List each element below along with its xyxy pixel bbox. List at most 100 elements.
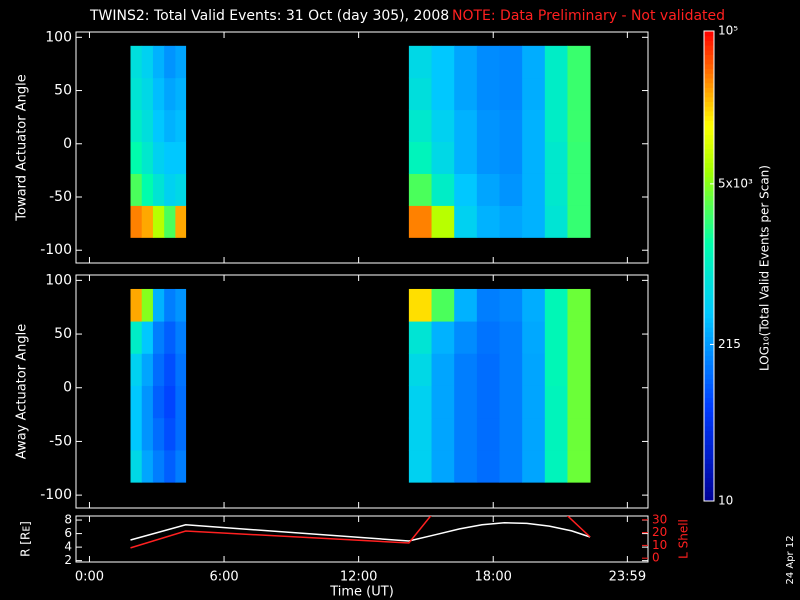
y-tick-label: -50 (49, 189, 72, 205)
heatmap-cell (164, 205, 176, 238)
heatmap-cell (408, 45, 432, 79)
plot-frame (75, 274, 649, 509)
heatmap-cell (522, 45, 546, 79)
heatmap-cell (152, 288, 165, 322)
colorbar-step (704, 157, 714, 164)
y-tick-label: 50 (54, 83, 72, 99)
heatmap-cell (408, 288, 432, 322)
colorbar-step (704, 209, 714, 215)
heatmap-cell (431, 45, 455, 79)
y-tick-label: -100 (40, 487, 72, 503)
y-tick-label: 4 (64, 540, 72, 554)
heatmap-cell (499, 45, 523, 79)
colorbar-step (704, 214, 714, 220)
colorbar-step (704, 477, 714, 483)
x-axis-label: Time (UT) (329, 585, 394, 600)
heatmap-cell (152, 417, 165, 451)
heatmap-cell (130, 77, 143, 111)
colorbar-step (704, 96, 714, 102)
heatmap-cell (130, 205, 143, 238)
heatmap-cell (152, 205, 165, 238)
heatmap-cell (130, 385, 143, 419)
colorbar-step (704, 242, 714, 248)
heatmap-cell (567, 417, 591, 451)
heatmap-cell (476, 288, 500, 322)
heatmap-cell (431, 173, 455, 206)
heatmap-cell (141, 77, 154, 111)
heatmap-cell (152, 141, 165, 174)
heatmap-cell (152, 45, 165, 79)
date-stamp: 24 Apr 12 (785, 535, 796, 584)
heatmap-cell (476, 450, 500, 483)
heatmap-cell (141, 205, 154, 238)
heatmap-cell (544, 288, 568, 322)
colorbar-step (704, 92, 714, 98)
x-tick-label: 12:00 (340, 570, 377, 585)
heatmap-cell (499, 353, 523, 386)
colorbar-step (704, 82, 714, 88)
heatmap-cell (522, 288, 546, 322)
colorbar-step (704, 228, 714, 234)
heatmap-cell (476, 173, 500, 206)
colorbar-step (704, 223, 714, 229)
colorbar-step (704, 139, 714, 145)
heatmap-cell (141, 173, 154, 206)
colorbar-step (704, 289, 714, 295)
heatmap-cell (499, 417, 523, 451)
heatmap-cell (544, 450, 568, 483)
colorbar-step (704, 444, 714, 450)
colorbar-step (704, 463, 714, 469)
heatmap-cell (175, 417, 187, 451)
heatmap-cell (408, 109, 432, 143)
line-group (130, 516, 591, 549)
heatmap-cell (522, 321, 546, 354)
heatmap-cell (544, 141, 568, 174)
heatmap-cell (164, 321, 176, 354)
colorbar-step (704, 378, 714, 384)
heatmap-cell (130, 109, 143, 143)
heatmap-cell (431, 141, 455, 174)
colorbar-step (704, 496, 714, 502)
heatmap-cell (544, 385, 568, 419)
colorbar-step (704, 68, 714, 74)
colorbar-step (704, 125, 714, 131)
heatmap-cell (130, 141, 143, 174)
x-tick-label: 6:00 (209, 570, 238, 585)
heatmap-cell (567, 288, 591, 322)
colorbar-step (704, 331, 714, 337)
heatmap-cell (141, 417, 154, 451)
y-tick-label: 6 (64, 526, 72, 540)
x-tick-label: 23:59 (609, 570, 646, 585)
heatmap-cell (164, 450, 176, 483)
colorbar-step (704, 233, 714, 239)
heatmap-cell (544, 417, 568, 451)
colorbar-step (704, 458, 714, 464)
y-tick-label: 2 (64, 553, 72, 567)
colorbar-step (704, 31, 714, 37)
colorbar-tick-label: 10 (718, 494, 733, 508)
heatmap-cell (567, 109, 591, 143)
colorbar-step (704, 491, 714, 497)
heatmap-cell (567, 45, 591, 79)
colorbar-step (704, 106, 714, 112)
heatmap-cell (408, 141, 432, 174)
heatmap-cell (567, 353, 591, 386)
colorbar-tick-label: 5x10³ (718, 176, 753, 190)
colorbar-step (704, 134, 714, 140)
heatmap-cell (544, 205, 568, 238)
heatmap-cell (499, 205, 523, 238)
colorbar-step (704, 345, 714, 352)
colorbar-step (704, 407, 714, 413)
colorbar-tick-label: 215 (718, 337, 741, 351)
heatmap-cell (164, 385, 176, 419)
heatmap-cell (164, 173, 176, 206)
y2-tick-label: 10 (652, 538, 667, 552)
heatmap-cell (454, 173, 478, 206)
heatmap-cell (522, 385, 546, 419)
heatmap-cell (164, 288, 176, 322)
colorbar-step (704, 275, 714, 281)
colorbar-step (704, 87, 714, 93)
line-series (130, 522, 591, 542)
y-axis-label: R [Rᴇ] (19, 521, 33, 557)
heatmap-cell (164, 417, 176, 451)
